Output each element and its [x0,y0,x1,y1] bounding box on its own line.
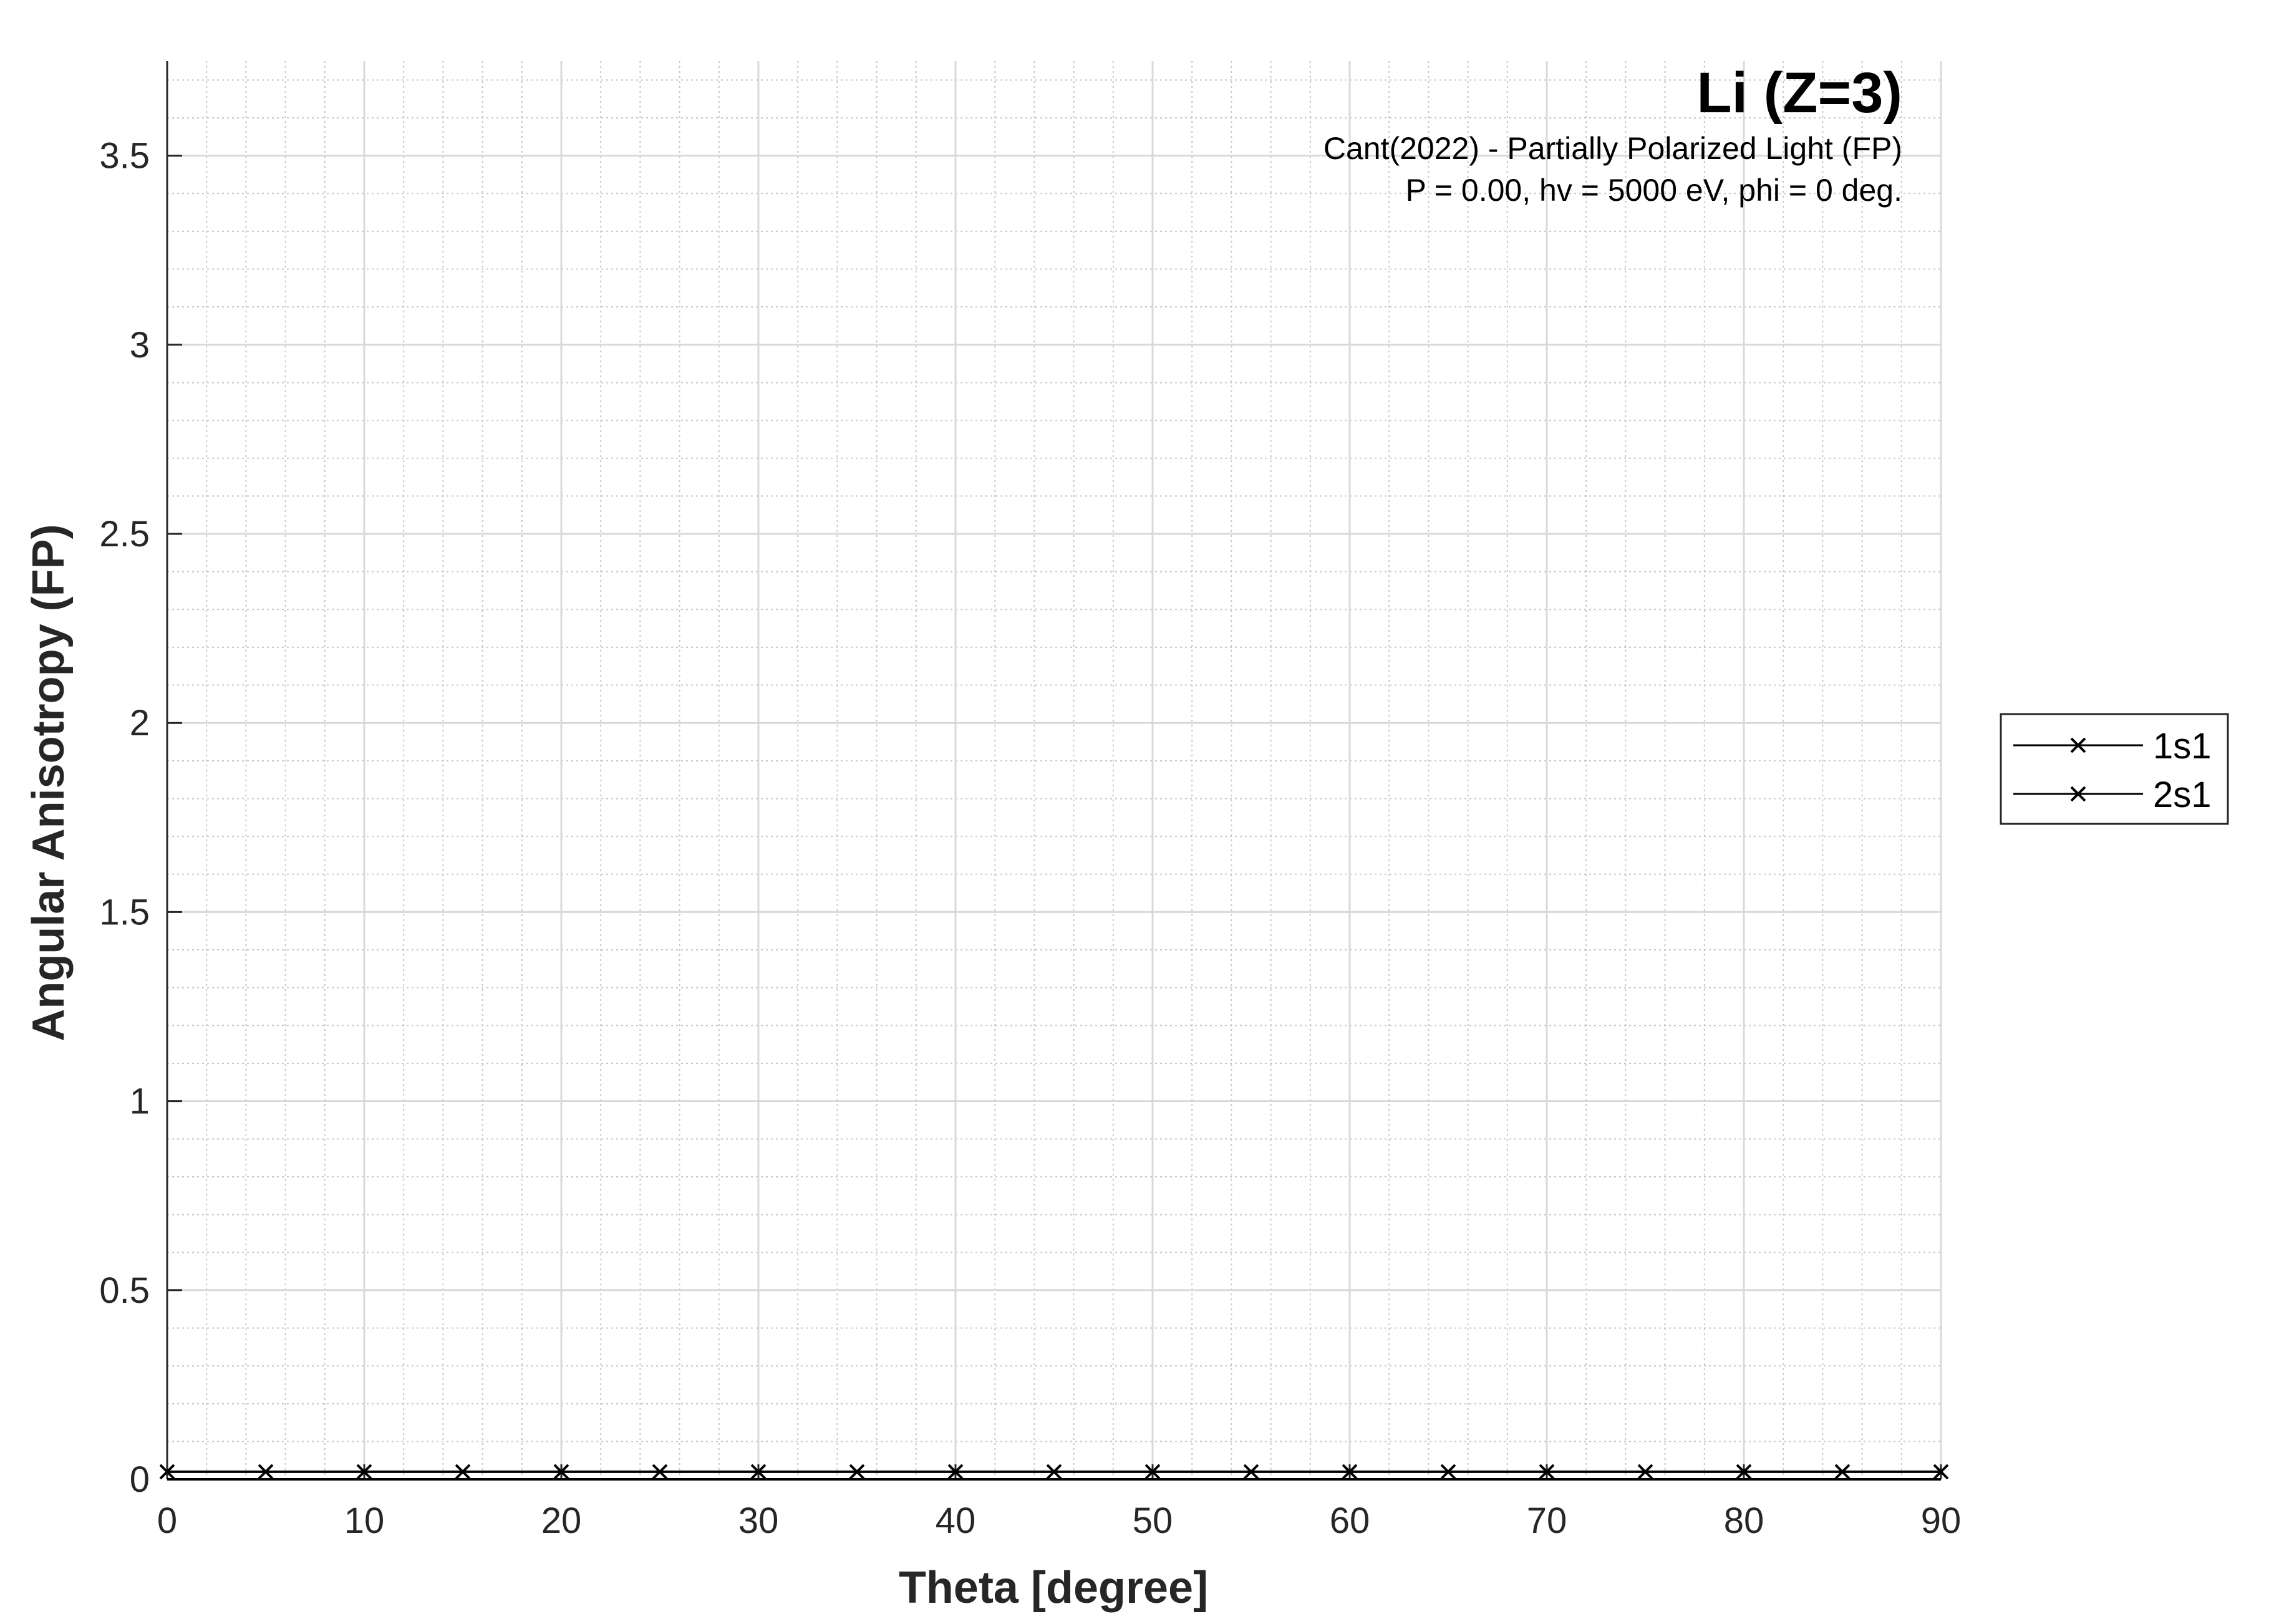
data-point-1s1 [553,1464,569,1480]
legend-box [2000,713,2229,825]
data-point-1s1 [1736,1464,1752,1480]
series-1s1 [159,1464,1949,1480]
data-point-1s1 [1539,1464,1555,1480]
data-point-1s1 [1342,1464,1358,1480]
x-tick-label: 0 [157,1501,177,1541]
y-tick-label: 1.5 [99,892,150,932]
legend-marker-1s1 [2070,737,2086,753]
data-point-1s1 [1144,1464,1161,1480]
y-tick-label: 3.5 [99,136,150,176]
data-point-1s1 [1243,1464,1259,1480]
y-axis-title: Angular Anisotropy (FP) [24,524,74,1041]
data-point-1s1 [849,1464,865,1480]
data-point-1s1 [652,1464,668,1480]
data-point-1s1 [1637,1464,1653,1480]
data-point-1s1 [356,1464,372,1480]
x-tick-label: 70 [1527,1501,1567,1541]
chart-title: Li (Z=3) [1696,61,1902,125]
y-tick-label: 1 [130,1081,150,1122]
data-point-1s1 [1834,1464,1851,1480]
x-tick-label: 40 [936,1501,976,1541]
data-point-1s1 [947,1464,964,1480]
y-tick-label: 3 [130,325,150,365]
legend-label-1s1: 1s1 [2153,726,2212,766]
data-point-1s1 [258,1464,274,1480]
data-point-1s1 [750,1464,767,1480]
data-point-1s1 [1440,1464,1456,1480]
y-tick-label: 0 [130,1459,150,1500]
y-tick-label: 2 [130,703,150,743]
data-point-1s1 [455,1464,471,1480]
grid [166,61,1942,1481]
x-axis-title: Theta [degree] [899,1563,1208,1613]
series-layer [159,1464,1949,1481]
x-tick-label: 80 [1724,1501,1764,1541]
chart-subtitle-line-1: Cant(2022) - Partially Polarized Light (… [1323,131,1902,166]
x-tick-label: 30 [738,1501,779,1541]
x-tick-label: 60 [1330,1501,1370,1541]
chart-subtitle-line-2: P = 0.00, hv = 5000 eV, phi = 0 deg. [1405,173,1902,208]
data-point-1s1 [1933,1464,1949,1480]
x-tick-label: 20 [541,1501,582,1541]
data-point-1s1 [1046,1464,1062,1480]
data-point-1s1 [159,1464,175,1480]
y-tick-label: 0.5 [99,1270,150,1311]
x-tick-label: 50 [1133,1501,1173,1541]
legend-label-2s1: 2s1 [2153,775,2212,815]
y-tick-label: 2.5 [99,514,150,554]
legend-marker-2s1 [2070,786,2086,802]
x-tick-label: 90 [1921,1501,1962,1541]
x-tick-label: 10 [344,1501,385,1541]
